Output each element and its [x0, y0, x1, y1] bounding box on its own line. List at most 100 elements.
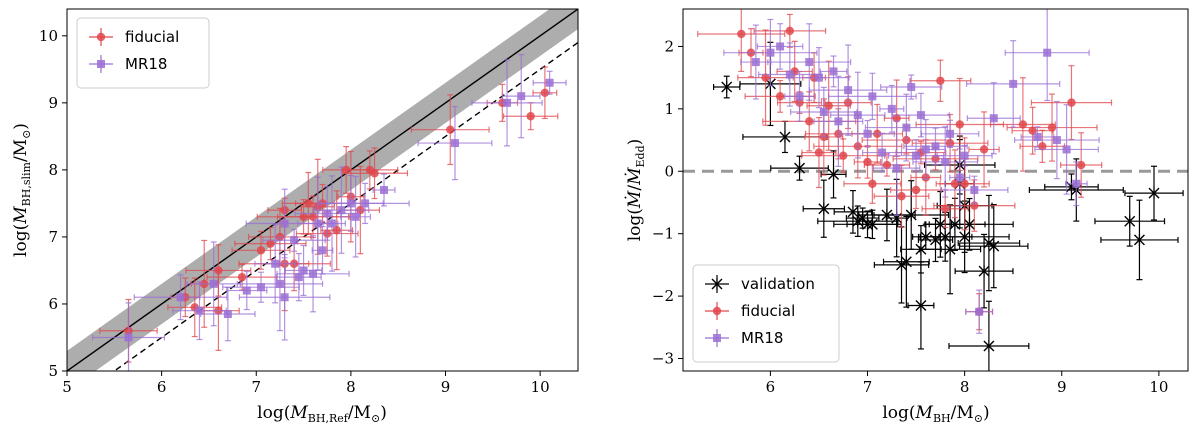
data-point: [1014, 100, 1100, 180]
MR18-marker: [318, 246, 327, 255]
data-point: [1044, 173, 1099, 201]
legend-item: MR18: [89, 55, 167, 73]
legend-MR18-marker: [713, 334, 721, 342]
validation-marker: [1133, 233, 1145, 246]
data-point: [501, 53, 541, 139]
legend-box: [692, 264, 840, 363]
data-point: [912, 126, 979, 198]
legend-item: MR18: [705, 329, 783, 347]
data-point: [737, 29, 794, 126]
y-tick-label: −2: [652, 287, 674, 305]
data-point: [957, 194, 1021, 292]
x-tick-label: 7: [863, 378, 873, 396]
data-point: [828, 72, 917, 121]
validation-marker: [944, 243, 956, 256]
data-point: [133, 274, 228, 321]
fiducial-marker: [955, 120, 964, 129]
legend-label: MR18: [741, 329, 783, 347]
MR18-marker: [751, 58, 760, 67]
data-point: [417, 105, 493, 181]
y-tick-label: 10: [39, 27, 58, 45]
MR18-marker: [819, 107, 828, 116]
MR18-marker: [776, 42, 785, 51]
MR18-marker: [380, 186, 389, 194]
data-point: [1060, 132, 1103, 198]
y-tick-label: 1: [664, 100, 674, 118]
fiducial-marker: [446, 125, 455, 134]
fiducial-marker: [814, 148, 824, 157]
MR18-marker: [209, 279, 218, 288]
data-point: [817, 205, 899, 237]
validation-marker: [794, 162, 806, 175]
fiducial-marker: [1047, 123, 1057, 132]
MR18-marker: [868, 92, 877, 101]
MR18-marker: [970, 186, 979, 194]
left-y-axis-label: log(MBH,slim/M⊙): [11, 123, 33, 257]
x-tick-label: 8: [346, 378, 356, 396]
MR18-marker: [124, 333, 133, 342]
fiducial-marker: [979, 145, 989, 154]
x-tick-label: 10: [531, 378, 550, 396]
MR18-marker: [931, 142, 940, 151]
validation-marker: [1124, 215, 1136, 228]
data-point: [965, 289, 994, 334]
MR18-marker: [299, 266, 308, 275]
fiducial-marker: [805, 117, 814, 126]
right-y-axis-label: log(Ṁ/ṀEdd): [624, 139, 647, 242]
MR18-marker: [941, 157, 950, 166]
MR18-marker: [176, 293, 185, 302]
data-point: [753, 13, 827, 48]
data-point: [502, 102, 559, 131]
fiducial-marker: [308, 212, 318, 222]
legend-label: MR18: [125, 55, 167, 73]
MR18-marker: [1043, 48, 1052, 57]
fiducial-marker: [332, 226, 341, 235]
data-point: [758, 42, 822, 107]
legend-label: fiducial: [741, 302, 795, 320]
data-point: [236, 236, 324, 332]
x-tick-label: 10: [1149, 378, 1168, 396]
data-point: [1030, 65, 1113, 141]
right-panel: 6 7 8 9 10 −3 −2 −1 0 1 2 validation fiducial MR18 l…: [624, 8, 1189, 425]
data-point: [880, 74, 943, 100]
left-data-points: [92, 53, 567, 371]
data-point: [788, 47, 850, 109]
y-tick-label: 0: [664, 162, 674, 180]
data-point: [1004, 9, 1090, 102]
MR18-marker: [280, 219, 289, 228]
fiducial-marker: [266, 239, 275, 248]
legend-label: fiducial: [125, 28, 179, 46]
MR18-marker: [351, 212, 360, 221]
y-tick-label: 5: [48, 362, 58, 380]
data-point: [954, 233, 1014, 309]
MR18-marker: [814, 73, 823, 82]
right-data-points: [697, 9, 1184, 371]
fiducial-marker: [960, 179, 969, 188]
fiducial-marker: [370, 169, 379, 178]
MR18-marker: [517, 92, 526, 101]
fiducial-marker: [936, 76, 945, 85]
MR18-marker: [916, 111, 925, 120]
legend-box: [76, 17, 210, 89]
data-point: [813, 75, 864, 167]
data-point: [532, 66, 558, 120]
data-point: [879, 84, 905, 133]
right-ticks: 6 7 8 9 10 −3 −2 −1 0 1 2: [652, 37, 1169, 396]
data-point: [1100, 199, 1179, 281]
fiducial-marker: [1076, 160, 1086, 170]
MR18-marker: [785, 70, 794, 79]
left-ticks: 5 6 7 8 9 10 5 6 7 8 9 10: [39, 27, 550, 396]
validation-marker: [818, 202, 830, 215]
data-point: [891, 92, 950, 138]
data-point: [471, 59, 543, 147]
validation-marker: [1148, 187, 1160, 200]
fiducial-marker: [824, 101, 833, 110]
fiducial-marker: [761, 73, 770, 82]
data-point: [238, 253, 331, 341]
data-point: [873, 180, 950, 250]
y-tick-label: 8: [48, 161, 58, 179]
data-point: [262, 228, 326, 252]
data-point: [948, 300, 1030, 371]
data-point: [1064, 161, 1088, 207]
data-point: [903, 127, 968, 166]
